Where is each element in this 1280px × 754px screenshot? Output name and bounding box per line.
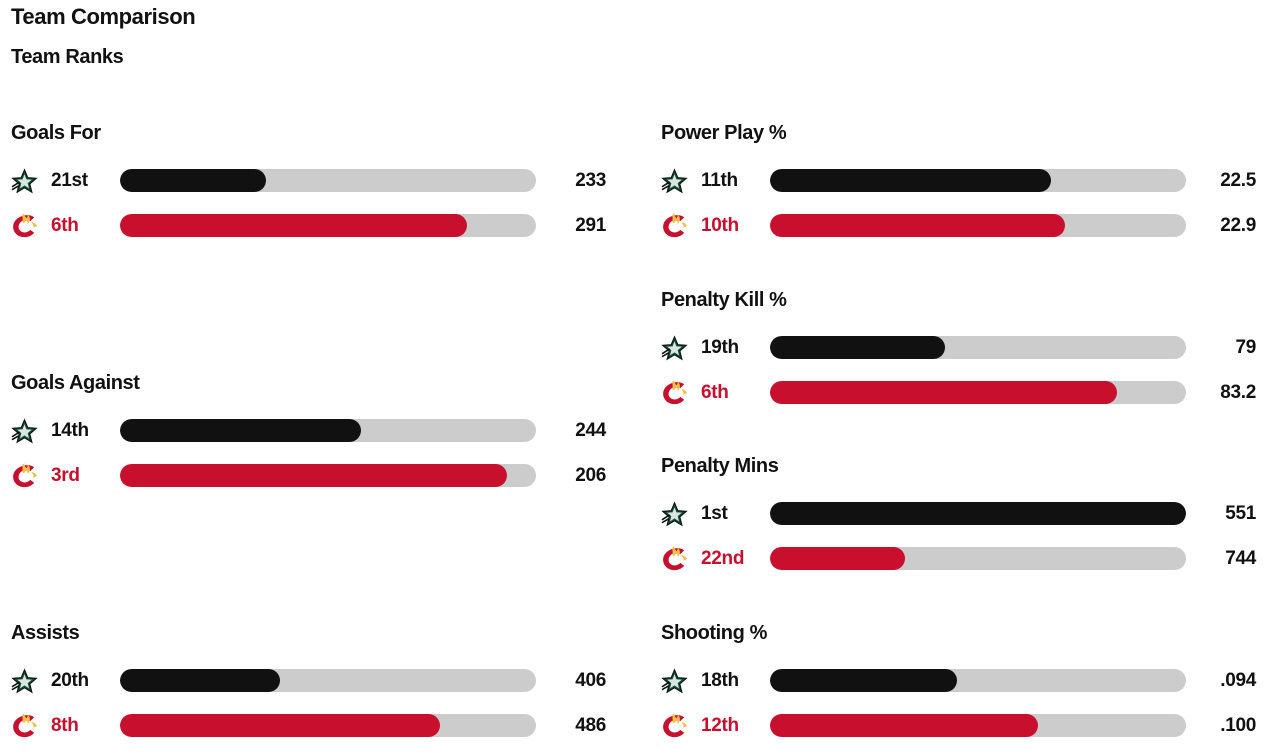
stat-title: Penalty Mins	[661, 455, 779, 477]
away-team-row: 10th 22.9	[661, 213, 1256, 239]
home-value: 244	[575, 420, 606, 441]
stat-title: Goals For	[11, 122, 101, 144]
bar-track	[120, 169, 536, 192]
stat-title: Shooting %	[661, 622, 767, 644]
stat-title: Power Play %	[661, 122, 787, 144]
away-team-row: 6th 83.2	[661, 380, 1256, 406]
bar-track	[770, 669, 1186, 692]
home-rank: 11th	[701, 170, 738, 191]
home-rank: 14th	[51, 420, 89, 441]
calgary-flames-logo	[11, 213, 38, 239]
home-team-row: 14th 244	[11, 418, 606, 444]
home-team-row: 18th .094	[661, 668, 1256, 694]
home-team-row: 11th 22.5	[661, 168, 1256, 194]
bar-track	[120, 214, 536, 237]
stat-title: Goals Against	[11, 372, 140, 394]
away-value: 291	[575, 215, 606, 236]
calgary-flames-logo	[661, 713, 688, 739]
away-rank: 3rd	[51, 465, 80, 486]
home-bar	[770, 169, 1051, 192]
away-team-row: 3rd 206	[11, 463, 606, 489]
bar-track	[770, 547, 1186, 570]
away-bar	[770, 547, 905, 570]
dallas-stars-logo	[11, 668, 38, 694]
calgary-flames-logo	[11, 463, 38, 489]
dallas-stars-logo	[11, 418, 38, 444]
home-bar	[770, 669, 957, 692]
away-value: 83.2	[1220, 382, 1256, 403]
bar-track	[770, 381, 1186, 404]
away-value: .100	[1220, 715, 1256, 736]
bar-track	[770, 502, 1186, 525]
home-bar	[120, 419, 361, 442]
away-rank: 6th	[701, 382, 729, 403]
home-value: .094	[1220, 670, 1256, 691]
home-rank: 1st	[701, 503, 728, 524]
dallas-stars-logo	[661, 501, 688, 527]
dallas-stars-logo	[661, 168, 688, 194]
home-team-row: 20th 406	[11, 668, 606, 694]
bar-track	[120, 714, 536, 737]
away-rank: 10th	[701, 215, 739, 236]
away-rank: 12th	[701, 715, 739, 736]
home-team-row: 19th 79	[661, 335, 1256, 361]
away-team-row: 8th 486	[11, 713, 606, 739]
page-subtitle: Team Ranks	[11, 46, 124, 68]
bar-track	[120, 464, 536, 487]
away-bar	[120, 714, 440, 737]
dallas-stars-logo	[661, 668, 688, 694]
home-rank: 21st	[51, 170, 88, 191]
stat-title: Assists	[11, 622, 80, 644]
bar-track	[770, 214, 1186, 237]
home-bar	[120, 669, 280, 692]
away-rank: 8th	[51, 715, 79, 736]
home-bar	[770, 502, 1186, 525]
away-value: 744	[1225, 548, 1256, 569]
dallas-stars-logo	[11, 168, 38, 194]
bar-track	[770, 336, 1186, 359]
home-value: 551	[1225, 503, 1256, 524]
home-team-row: 21st 233	[11, 168, 606, 194]
calgary-flames-logo	[11, 713, 38, 739]
home-rank: 18th	[701, 670, 739, 691]
away-team-row: 6th 291	[11, 213, 606, 239]
away-team-row: 22nd 744	[661, 546, 1256, 572]
stat-title: Penalty Kill %	[661, 289, 787, 311]
home-rank: 20th	[51, 670, 89, 691]
calgary-flames-logo	[661, 380, 688, 406]
dallas-stars-logo	[661, 335, 688, 361]
away-bar	[120, 464, 507, 487]
away-bar	[770, 714, 1038, 737]
home-team-row: 1st 551	[661, 501, 1256, 527]
page-title: Team Comparison	[11, 4, 196, 29]
calgary-flames-logo	[661, 213, 688, 239]
home-value: 79	[1235, 337, 1256, 358]
away-bar	[120, 214, 467, 237]
away-value: 22.9	[1220, 215, 1256, 236]
bar-track	[770, 169, 1186, 192]
home-bar	[120, 169, 266, 192]
away-rank: 6th	[51, 215, 79, 236]
home-bar	[770, 336, 945, 359]
away-bar	[770, 381, 1117, 404]
home-value: 233	[575, 170, 606, 191]
calgary-flames-logo	[661, 546, 688, 572]
bar-track	[120, 419, 536, 442]
away-bar	[770, 214, 1065, 237]
away-value: 486	[575, 715, 606, 736]
away-value: 206	[575, 465, 606, 486]
home-value: 22.5	[1220, 170, 1256, 191]
bar-track	[120, 669, 536, 692]
away-rank: 22nd	[701, 548, 745, 569]
home-value: 406	[575, 670, 606, 691]
away-team-row: 12th .100	[661, 713, 1256, 739]
home-rank: 19th	[701, 337, 739, 358]
bar-track	[770, 714, 1186, 737]
